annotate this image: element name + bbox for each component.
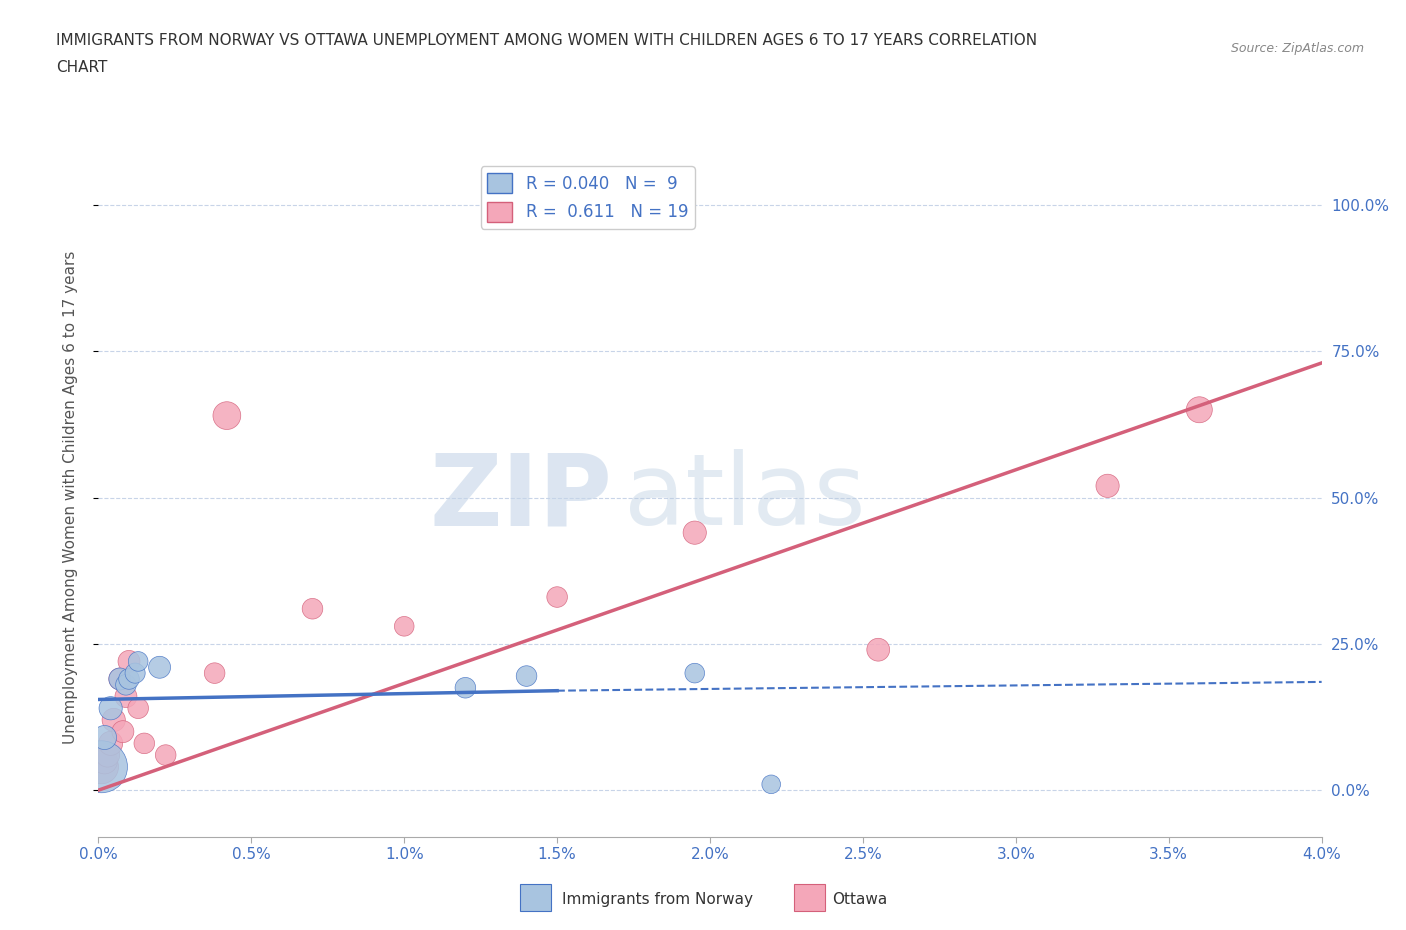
Point (90, 759, 112, 774)
Text: atlas: atlas (624, 449, 866, 546)
Point (115, 689, 138, 704)
Point (868, 643, 890, 658)
Point (155, 748, 177, 763)
Point (90, 759, 112, 774)
Point (100, 736, 122, 751)
Point (1097, 478, 1119, 493)
Point (134, 736, 156, 751)
Point (215, 408, 238, 423)
Point (93, 730, 115, 745)
Point (204, 666, 226, 681)
Point (546, 590, 568, 604)
Point (127, 701, 149, 716)
Point (1188, 403, 1211, 418)
Point (683, 666, 706, 681)
Text: IMMIGRANTS FROM NORWAY VS OTTAWA UNEMPLOYMENT AMONG WOMEN WITH CHILDREN AGES 6 T: IMMIGRANTS FROM NORWAY VS OTTAWA UNEMPLO… (56, 33, 1038, 47)
Point (118, 671, 141, 686)
Point (127, 654, 149, 669)
Point (761, 777, 783, 791)
Legend: R = 0.040   N =  9, R =  0.611   N = 19: R = 0.040 N = 9, R = 0.611 N = 19 (481, 166, 695, 229)
Point (124, 666, 146, 681)
Point (108, 671, 131, 686)
Text: ZIP: ZIP (429, 449, 612, 546)
Point (454, 681, 477, 696)
Point (111, 724, 134, 739)
Point (683, 525, 706, 540)
Point (100, 701, 122, 716)
Text: Immigrants from Norway: Immigrants from Norway (562, 892, 754, 907)
Point (108, 671, 131, 686)
Point (515, 669, 537, 684)
Point (97, 748, 120, 763)
Point (149, 660, 172, 675)
Point (118, 654, 141, 669)
Point (93, 753, 115, 768)
Point (103, 712, 125, 727)
Text: Source: ZipAtlas.com: Source: ZipAtlas.com (1230, 42, 1364, 55)
Y-axis label: Unemployment Among Women with Children Ages 6 to 17 years: Unemployment Among Women with Children A… (63, 251, 77, 744)
Text: CHART: CHART (56, 60, 108, 75)
Text: Ottawa: Ottawa (832, 892, 887, 907)
Point (115, 677, 138, 692)
Point (301, 602, 323, 617)
Point (392, 618, 416, 633)
